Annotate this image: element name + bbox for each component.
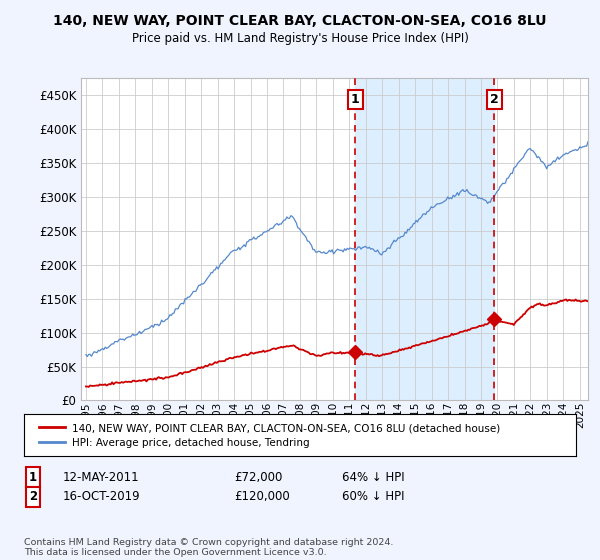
Text: 1: 1 — [29, 470, 37, 484]
Text: 12-MAY-2011: 12-MAY-2011 — [63, 470, 140, 484]
Bar — [355, 78, 494, 400]
Text: 2: 2 — [490, 93, 499, 106]
Text: 2: 2 — [29, 490, 37, 503]
Text: £120,000: £120,000 — [234, 490, 290, 503]
Text: 140, NEW WAY, POINT CLEAR BAY, CLACTON-ON-SEA, CO16 8LU: 140, NEW WAY, POINT CLEAR BAY, CLACTON-O… — [53, 14, 547, 28]
Text: 16-OCT-2019: 16-OCT-2019 — [63, 490, 140, 503]
Text: Contains HM Land Registry data © Crown copyright and database right 2024.
This d: Contains HM Land Registry data © Crown c… — [24, 538, 394, 557]
Text: 60% ↓ HPI: 60% ↓ HPI — [342, 490, 404, 503]
Text: 1: 1 — [351, 93, 359, 106]
Text: 64% ↓ HPI: 64% ↓ HPI — [342, 470, 404, 484]
Legend: 140, NEW WAY, POINT CLEAR BAY, CLACTON-ON-SEA, CO16 8LU (detached house), HPI: A: 140, NEW WAY, POINT CLEAR BAY, CLACTON-O… — [35, 419, 505, 452]
Text: £72,000: £72,000 — [234, 470, 283, 484]
Text: Price paid vs. HM Land Registry's House Price Index (HPI): Price paid vs. HM Land Registry's House … — [131, 32, 469, 45]
